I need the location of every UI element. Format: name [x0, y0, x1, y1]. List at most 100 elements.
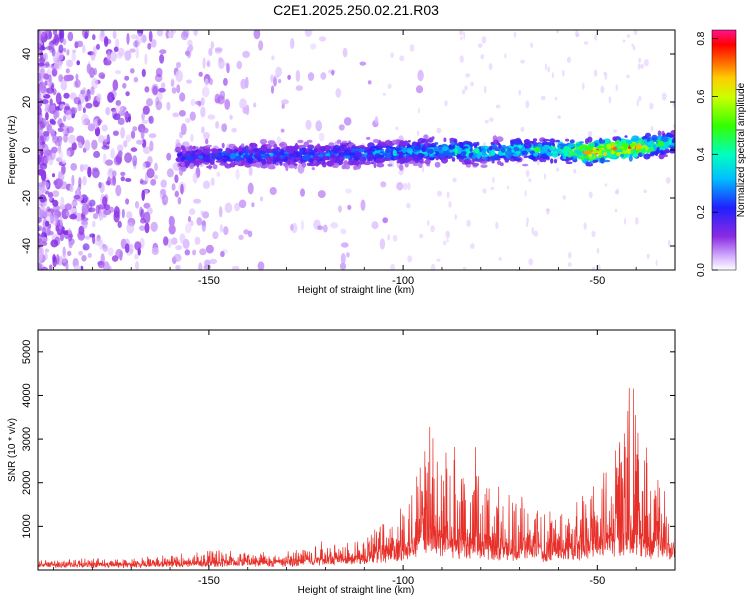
ridge-blob: [657, 140, 665, 147]
noise-blob: [52, 199, 59, 207]
noise-blob: [567, 262, 572, 267]
ridge-blob: [463, 158, 472, 164]
noise-blob: [210, 177, 215, 186]
noise-blob: [632, 45, 636, 51]
ridge-blob: [178, 167, 186, 170]
noise-blob: [82, 243, 90, 251]
ridge-blob: [604, 139, 609, 144]
ridge-blob: [529, 150, 535, 154]
colorbar-label: Normalized spectral amplitude: [736, 82, 747, 217]
ridge-blob: [549, 138, 556, 144]
ridge-blob: [384, 140, 392, 146]
noise-blob: [194, 236, 201, 245]
noise-blob: [184, 249, 190, 256]
noise-blob: [520, 126, 525, 132]
spectrogram-panel: -150 -100 -50 -40 -20 0 20 40 Height of straigh…: [7, 29, 676, 296]
ridge-blob: [429, 157, 435, 161]
ridge-blob: [579, 141, 584, 144]
noise-blob: [82, 120, 86, 126]
noise-blob: [62, 38, 67, 46]
noise-blob: [65, 68, 70, 74]
noise-blob: [58, 44, 64, 54]
ridge-blob: [603, 159, 611, 163]
noise-blob: [38, 182, 45, 187]
noise-blob: [176, 61, 181, 69]
ridge-blob: [188, 145, 193, 152]
noise-blob: [168, 31, 174, 39]
noise-blob: [217, 95, 225, 105]
noise-blob: [102, 244, 109, 252]
noise-blob: [71, 200, 78, 207]
noise-blob: [343, 117, 352, 126]
ridge-blob: [569, 139, 575, 144]
ridge-blob: [491, 156, 497, 161]
noise-blob: [57, 127, 64, 132]
noise-blob: [202, 180, 211, 189]
ridge-blob: [184, 153, 192, 157]
ridge-blob: [592, 159, 599, 163]
noise-blob: [492, 176, 495, 184]
noise-blob: [125, 134, 131, 143]
noise-blob: [547, 66, 550, 73]
noise-blob: [190, 220, 194, 227]
ridge-blob: [303, 141, 310, 148]
noise-blob: [525, 100, 530, 109]
ridge-blob: [662, 154, 668, 158]
noise-blob: [81, 254, 87, 262]
ridge-blob: [285, 148, 293, 152]
noise-blob: [111, 255, 119, 262]
noise-blob: [396, 181, 404, 191]
noise-blob: [141, 68, 146, 78]
ridge-blob: [291, 152, 297, 158]
noise-blob: [458, 30, 464, 36]
ridge-blob: [584, 138, 589, 145]
noise-blob: [112, 30, 117, 40]
noise-blob: [92, 213, 99, 220]
noise-blob: [67, 31, 74, 42]
noise-blob: [273, 74, 280, 79]
ridge-blob: [651, 134, 658, 141]
noise-blob: [107, 176, 111, 186]
noise-blob: [436, 258, 441, 262]
noise-blob: [45, 103, 50, 110]
ridge-blob: [387, 163, 393, 167]
noise-blob: [53, 34, 60, 46]
noise-blob: [53, 180, 58, 186]
noise-blob: [71, 142, 77, 151]
noise-blob: [159, 188, 166, 200]
noise-blob: [101, 124, 108, 132]
noise-blob: [583, 222, 587, 230]
ridge-blob: [323, 155, 330, 161]
noise-blob: [40, 155, 49, 165]
noise-blob: [655, 259, 658, 267]
noise-blob: [77, 104, 83, 112]
noise-blob: [63, 133, 68, 143]
noise-blob: [153, 174, 158, 180]
ridge-blob: [523, 155, 528, 159]
noise-blob: [98, 135, 105, 143]
noise-blob: [42, 130, 50, 137]
ridge-blob: [181, 156, 187, 160]
noise-blob: [50, 239, 59, 248]
colorbar-tick-label: 0.2: [696, 205, 707, 219]
ridge-blob: [339, 157, 344, 161]
ridge-blob: [335, 155, 339, 160]
noise-blob: [65, 128, 69, 136]
noise-blob: [335, 88, 342, 98]
ridge-blob: [244, 149, 249, 155]
noise-blob: [67, 250, 72, 257]
noise-blob: [158, 87, 166, 93]
noise-blob: [395, 126, 399, 131]
ridge-blob: [398, 151, 404, 157]
noise-blob: [229, 114, 233, 120]
y-tick-label: 3000: [21, 427, 33, 451]
noise-blob: [134, 201, 140, 209]
noise-blob: [58, 74, 64, 83]
noise-blob: [129, 243, 134, 254]
noise-blob: [96, 43, 100, 50]
ridge-blob: [393, 156, 397, 160]
noise-blob: [71, 52, 76, 62]
ridge-blob: [285, 164, 289, 172]
ridge-blob: [347, 152, 356, 156]
ridge-blob: [199, 146, 204, 151]
